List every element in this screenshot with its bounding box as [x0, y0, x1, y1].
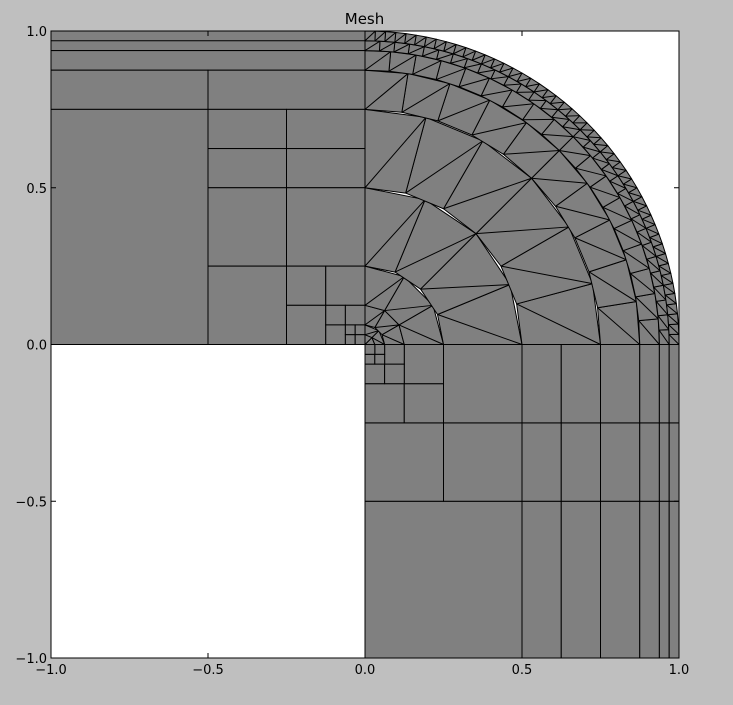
upper-left-cell	[355, 335, 365, 345]
lower-right-cell	[365, 384, 404, 423]
y-tick-label: 0.0	[26, 339, 47, 354]
upper-left-cell	[208, 266, 287, 344]
upper-left-cell	[326, 305, 346, 325]
upper-left-cell	[51, 51, 365, 71]
lower-right-cell	[444, 345, 523, 423]
lower-right-cell	[669, 345, 679, 423]
x-tick-label: 0.5	[512, 663, 533, 678]
upper-left-cell	[287, 266, 326, 305]
lower-right-cell	[659, 345, 669, 423]
lower-right-cell	[404, 345, 443, 384]
disk-cell	[636, 293, 659, 320]
upper-left-cell	[51, 70, 208, 109]
upper-left-cell	[326, 266, 365, 305]
lower-right-cell	[561, 423, 600, 501]
y-tick-label: 0.5	[26, 182, 47, 197]
upper-left-cell	[208, 149, 287, 188]
upper-left-cell	[208, 70, 365, 109]
lower-right-cell	[669, 423, 679, 501]
upper-left-cell	[287, 188, 366, 266]
lower-right-cell	[404, 384, 443, 423]
x-tick-label: 0.0	[355, 663, 376, 678]
lower-right-cell	[640, 345, 660, 423]
upper-left-cell	[287, 149, 366, 188]
lower-right-cell	[561, 345, 600, 423]
lower-right-cell	[669, 501, 679, 658]
upper-left-cell	[208, 109, 287, 148]
lower-right-cell	[365, 423, 444, 501]
upper-left-cell	[345, 325, 355, 335]
lower-right-cell	[375, 345, 385, 355]
lower-right-cell	[385, 364, 405, 384]
chart-title: Mesh	[345, 10, 385, 28]
lower-right-cell	[659, 501, 669, 658]
lower-right-cell	[385, 345, 405, 365]
upper-left-cell	[51, 109, 208, 344]
upper-left-cell	[326, 325, 346, 345]
lower-right-cell	[659, 423, 669, 501]
x-tick-label: −0.5	[192, 663, 224, 678]
lower-right-cell	[640, 501, 660, 658]
lower-right-cell	[522, 345, 561, 423]
lower-right-cell	[601, 345, 640, 423]
lower-right-cell	[522, 423, 561, 501]
lower-right-cell	[365, 354, 375, 364]
disk-cell	[598, 302, 640, 345]
lower-right-cell	[444, 423, 523, 501]
lower-right-cell	[601, 501, 640, 658]
upper-left-cell	[287, 305, 326, 344]
upper-left-cell	[287, 109, 366, 148]
lower-right-cell	[561, 501, 600, 658]
lower-right-cell	[522, 501, 561, 658]
lower-right-cell	[365, 364, 385, 384]
x-tick-label: 1.0	[669, 663, 690, 678]
lower-right-cell	[640, 423, 660, 501]
upper-left-cell	[355, 325, 365, 335]
upper-left-cell	[345, 335, 355, 345]
lower-right-cell	[365, 345, 375, 355]
lower-right-cell	[365, 501, 522, 658]
y-tick-label: −0.5	[15, 495, 47, 510]
lower-right-cell	[601, 423, 640, 501]
lower-right-cell	[375, 354, 385, 364]
y-tick-label: −1.0	[15, 652, 47, 667]
upper-left-cell	[208, 188, 287, 266]
y-tick-label: 1.0	[26, 25, 47, 40]
upper-left-cell	[345, 305, 365, 325]
